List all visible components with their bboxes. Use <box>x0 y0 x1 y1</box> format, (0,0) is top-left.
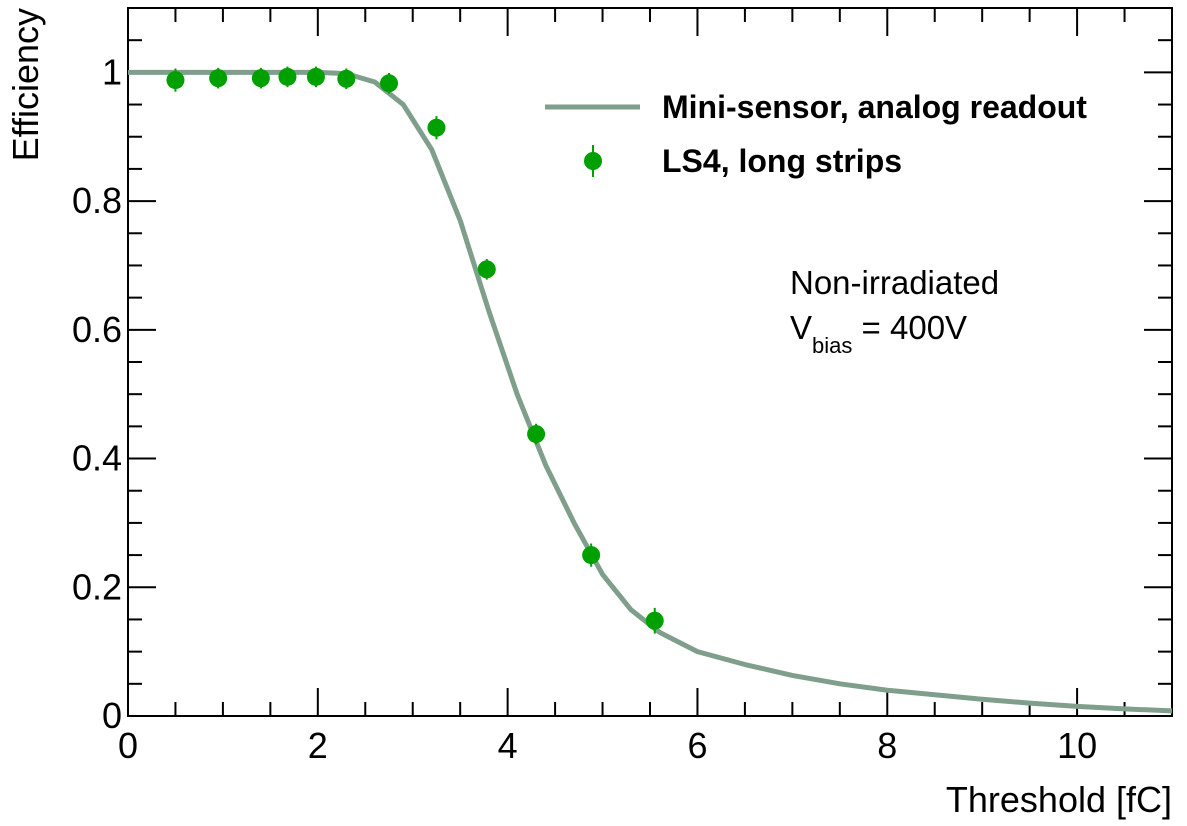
data-point <box>209 69 228 88</box>
y-tick-label: 0.4 <box>72 438 122 479</box>
annotation-value: = 400V <box>852 309 967 346</box>
data-point <box>306 67 325 86</box>
data-point <box>251 69 270 88</box>
data-point <box>645 611 664 630</box>
y-tick-label: 0 <box>102 695 122 736</box>
legend-point-swatch <box>584 152 602 170</box>
data-point <box>337 69 356 88</box>
y-tick-label: 0.8 <box>72 180 122 221</box>
annotation-line-2: Vbias = 400V <box>790 309 967 358</box>
x-tick-label: 4 <box>498 725 518 766</box>
y-tick-label: 0.6 <box>72 309 122 350</box>
legend-label-point-series: LS4, long strips <box>662 143 902 179</box>
x-axis-title: Threshold [fC] <box>946 779 1172 820</box>
annotation: Non-irradiated Vbias = 400V <box>790 264 999 358</box>
y-axis-title: Efficiency <box>5 8 46 161</box>
x-tick-label: 8 <box>877 725 897 766</box>
annotation-line-1: Non-irradiated <box>790 264 999 301</box>
data-point <box>278 67 297 86</box>
x-tick-label: 6 <box>687 725 707 766</box>
fit-curve-line <box>128 69 1173 714</box>
axis-ticks <box>127 7 1173 717</box>
data-point <box>527 425 546 444</box>
data-point <box>380 74 398 93</box>
data-point <box>477 260 496 279</box>
annotation-subscript: bias <box>812 333 852 358</box>
x-tick-label: 0 <box>118 725 138 766</box>
y-tick-label: 1 <box>102 51 122 92</box>
annotation-v: V <box>790 309 812 346</box>
legend-label-line-series: Mini-sensor, analog readout <box>662 89 1087 125</box>
legend: Mini-sensor, analog readout LS4, long st… <box>545 89 1087 179</box>
x-tick-label: 10 <box>1057 725 1097 766</box>
x-tick-labels: 0 2 4 6 8 10 <box>118 725 1097 766</box>
data-point <box>166 71 185 90</box>
x-tick-label: 2 <box>308 725 328 766</box>
y-tick-label: 0.2 <box>72 566 122 607</box>
series-layer <box>128 66 1173 714</box>
data-point <box>427 118 446 137</box>
data-point <box>582 546 601 565</box>
y-tick-labels: 0 0.2 0.4 0.6 0.8 1 <box>72 51 122 736</box>
